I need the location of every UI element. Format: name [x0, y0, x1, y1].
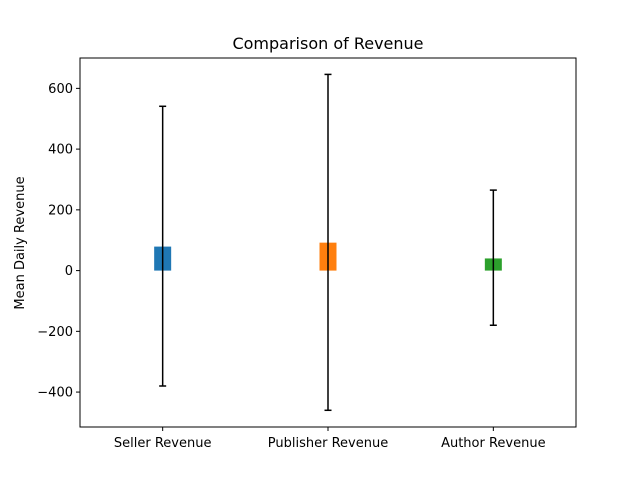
- y-tick-label-1: −400: [37, 386, 73, 401]
- plot-frame: [79, 57, 577, 428]
- plot-area: Seller Revenue Publisher Revenue Author Re…: [37, 57, 577, 451]
- x-tick-label-2: Publisher Revenue: [268, 436, 388, 451]
- chart-title: Comparison of Revenue: [232, 34, 423, 53]
- x-tick-label-3: Author Revenue: [441, 436, 546, 451]
- y-tick-label-4: 200: [48, 203, 73, 218]
- y-tick-label-5: 400: [48, 143, 73, 158]
- x-tick-label-1: Seller Revenue: [114, 436, 212, 451]
- y-tick-label-2: −200: [37, 325, 73, 340]
- y-tick-label-3: 0: [65, 264, 73, 279]
- y-axis-label: Mean Daily Revenue: [13, 176, 28, 309]
- y-tick-label-6: 600: [48, 82, 73, 97]
